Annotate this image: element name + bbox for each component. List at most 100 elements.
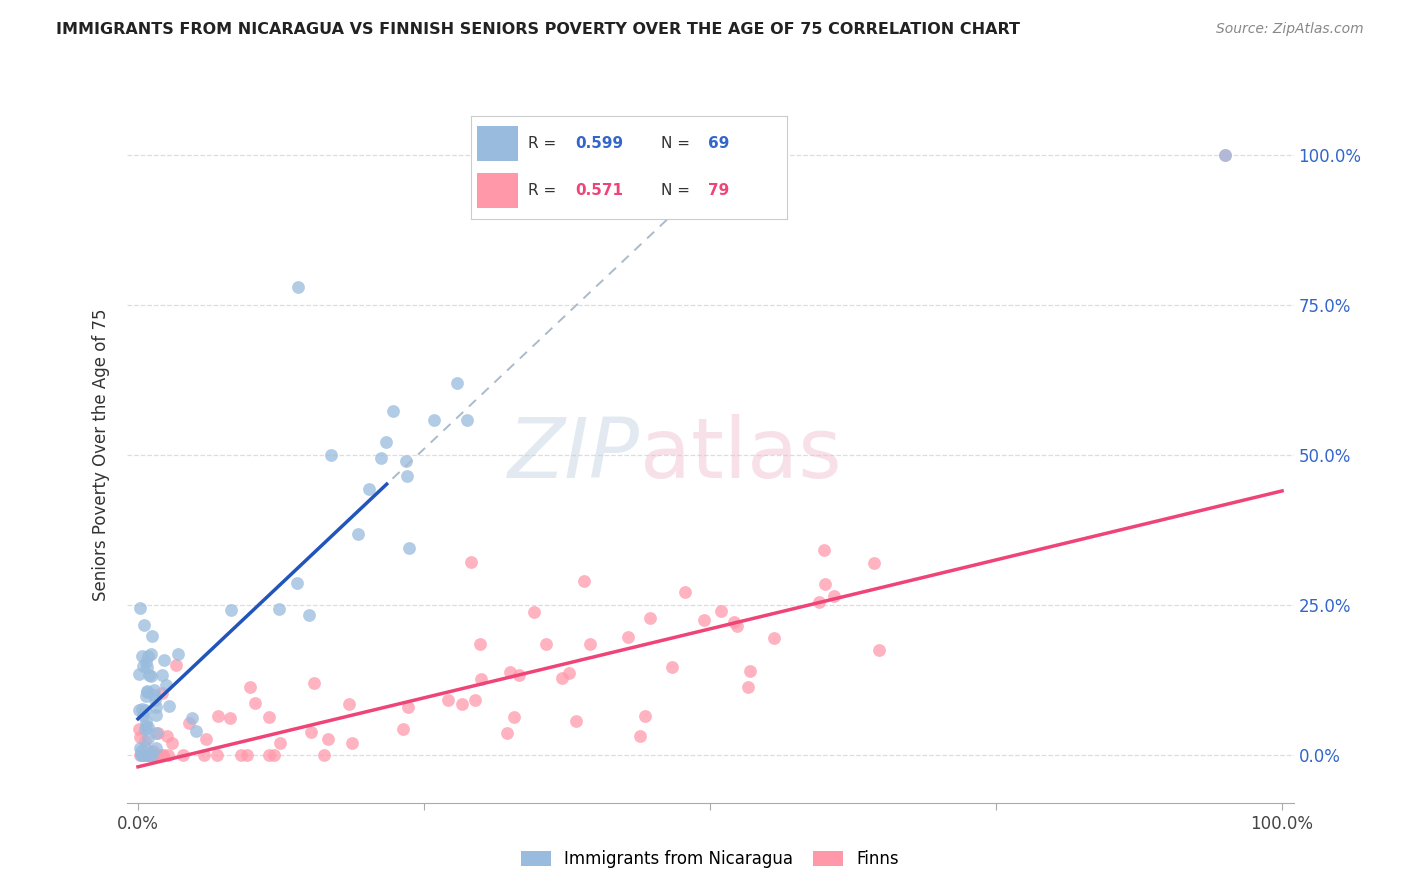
Point (138, 667, 160, 681)
Bar (478, 126, 519, 161)
Legend: Immigrants from Nicaragua, Finns: Immigrants from Nicaragua, Finns (515, 843, 905, 874)
Point (145, 699, 167, 714)
Point (229, 747, 252, 762)
Point (723, 615, 745, 629)
Point (152, 747, 174, 762)
Point (634, 708, 657, 723)
Point (136, 747, 159, 762)
Point (132, 747, 155, 762)
Point (221, 603, 243, 617)
Point (139, 648, 162, 662)
Text: 69: 69 (709, 136, 730, 151)
Point (557, 666, 579, 681)
Point (129, 730, 152, 744)
Text: 0.571: 0.571 (575, 184, 623, 198)
Point (136, 683, 159, 698)
Point (579, 637, 602, 651)
Text: IMMIGRANTS FROM NICARAGUA VS FINNISH SENIORS POVERTY OVER THE AGE OF 75 CORRELAT: IMMIGRANTS FROM NICARAGUA VS FINNISH SEN… (56, 22, 1021, 37)
Point (135, 655, 157, 669)
Point (464, 693, 486, 707)
Text: ZIP: ZIP (508, 415, 640, 495)
Bar (478, 173, 519, 208)
Point (150, 686, 173, 700)
Point (134, 733, 156, 747)
Point (145, 693, 167, 707)
Point (195, 731, 218, 746)
Point (141, 747, 163, 762)
Point (186, 724, 208, 739)
Point (145, 747, 167, 762)
Point (142, 689, 165, 703)
Point (692, 613, 714, 627)
Point (299, 725, 322, 739)
Point (263, 747, 285, 762)
Point (145, 741, 167, 756)
Point (134, 740, 156, 755)
Point (337, 697, 360, 711)
Point (316, 732, 339, 747)
Point (141, 629, 163, 643)
Point (131, 701, 153, 715)
Point (135, 747, 157, 762)
Point (136, 720, 159, 734)
Point (132, 659, 155, 673)
Point (395, 454, 418, 468)
Point (172, 747, 194, 762)
Point (136, 659, 159, 673)
Point (136, 747, 159, 762)
Point (219, 711, 242, 725)
Text: Source: ZipAtlas.com: Source: ZipAtlas.com (1216, 22, 1364, 37)
Point (128, 747, 150, 762)
Point (863, 556, 886, 570)
Point (135, 689, 157, 703)
Text: atlas: atlas (640, 415, 842, 495)
Point (496, 726, 519, 740)
Point (135, 747, 157, 762)
Point (813, 543, 835, 558)
Point (157, 698, 180, 713)
Point (710, 604, 733, 618)
Point (132, 707, 155, 722)
Point (156, 729, 179, 743)
Point (128, 722, 150, 736)
Point (297, 608, 319, 623)
Point (236, 747, 259, 762)
Point (143, 683, 166, 698)
Point (347, 527, 370, 541)
Point (470, 673, 492, 687)
Point (868, 642, 890, 657)
Point (551, 671, 574, 685)
Point (205, 747, 228, 762)
Text: 79: 79 (709, 184, 730, 198)
Point (807, 595, 830, 609)
Text: N =: N = (661, 184, 695, 198)
Point (269, 602, 291, 616)
Point (150, 747, 173, 762)
Point (128, 667, 150, 681)
Point (823, 589, 845, 603)
Point (661, 659, 683, 673)
Point (638, 611, 661, 625)
Point (616, 630, 638, 644)
Point (129, 747, 152, 762)
Point (502, 710, 524, 724)
Point (135, 714, 157, 729)
Text: R =: R = (529, 136, 561, 151)
Point (239, 680, 262, 694)
Point (136, 747, 159, 762)
Point (145, 747, 167, 762)
Point (155, 678, 177, 692)
Point (456, 413, 478, 427)
Point (128, 741, 150, 756)
Point (142, 747, 165, 762)
Point (145, 708, 167, 723)
Point (398, 541, 420, 555)
Point (138, 731, 160, 745)
Point (129, 744, 152, 758)
Point (128, 601, 150, 615)
Point (423, 413, 446, 427)
Point (245, 697, 267, 711)
Point (193, 747, 215, 762)
Point (572, 574, 595, 588)
Point (396, 469, 419, 483)
